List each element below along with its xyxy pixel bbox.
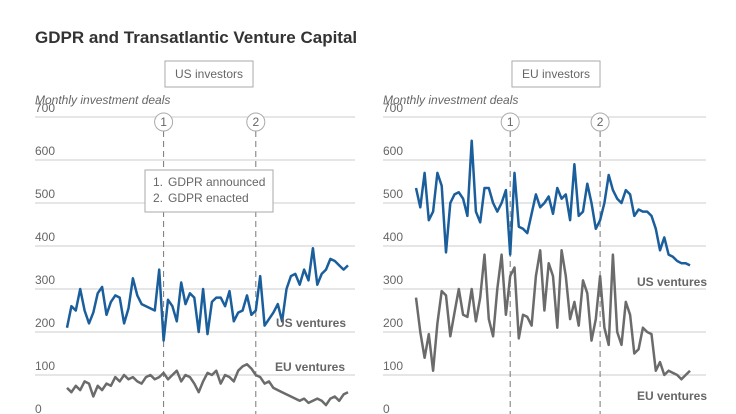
legend-box: [144, 169, 274, 213]
y-tick-label: 600: [383, 144, 403, 158]
y-tick-label: 400: [383, 230, 403, 244]
y-tick-label: 100: [35, 359, 55, 373]
event-label: 1: [160, 115, 167, 129]
y-axis-label: Monthly investment deals: [35, 93, 170, 107]
panel-title: US investors: [175, 67, 243, 81]
y-axis-label: Monthly investment deals: [383, 93, 518, 107]
y-tick-label: 500: [35, 187, 55, 201]
series-line: [414, 249, 691, 381]
y-tick-label: 500: [383, 187, 403, 201]
event-marker: [500, 112, 520, 132]
y-tick-label: 300: [35, 273, 55, 287]
series-label: EU ventures: [637, 389, 707, 403]
event-label: 1: [507, 115, 514, 129]
y-tick-label: 200: [35, 316, 55, 330]
event-marker: [590, 112, 610, 132]
legend-note: GDPR enacted: [168, 191, 249, 205]
legend-note-index: 1.: [153, 175, 163, 189]
series-label: EU ventures: [275, 360, 345, 374]
series-label: US ventures: [637, 275, 707, 289]
y-tick-label: 200: [383, 316, 403, 330]
figure-title: GDPR and Transatlantic Venture Capital: [35, 28, 357, 47]
event-label: 2: [252, 115, 259, 129]
legend-note: GDPR announced: [168, 175, 265, 189]
series-label: US ventures: [276, 316, 346, 330]
panel-title: EU investors: [522, 67, 590, 81]
y-tick-label: 300: [383, 273, 403, 287]
series-line: [65, 246, 349, 342]
y-tick-label: 700: [383, 101, 403, 115]
panel-title-box: [164, 60, 254, 88]
y-tick-label: 0: [35, 402, 42, 414]
series-line: [66, 363, 349, 407]
y-tick-label: 400: [35, 230, 55, 244]
legend-note-index: 2.: [153, 191, 163, 205]
y-tick-label: 100: [383, 359, 403, 373]
y-tick-label: 0: [383, 402, 390, 414]
event-marker: [154, 112, 174, 132]
panel-title-box: [511, 60, 601, 88]
y-tick-label: 600: [35, 144, 55, 158]
event-marker: [246, 112, 266, 132]
y-tick-label: 700: [35, 101, 55, 115]
series-line: [414, 139, 691, 267]
event-label: 2: [597, 115, 604, 129]
